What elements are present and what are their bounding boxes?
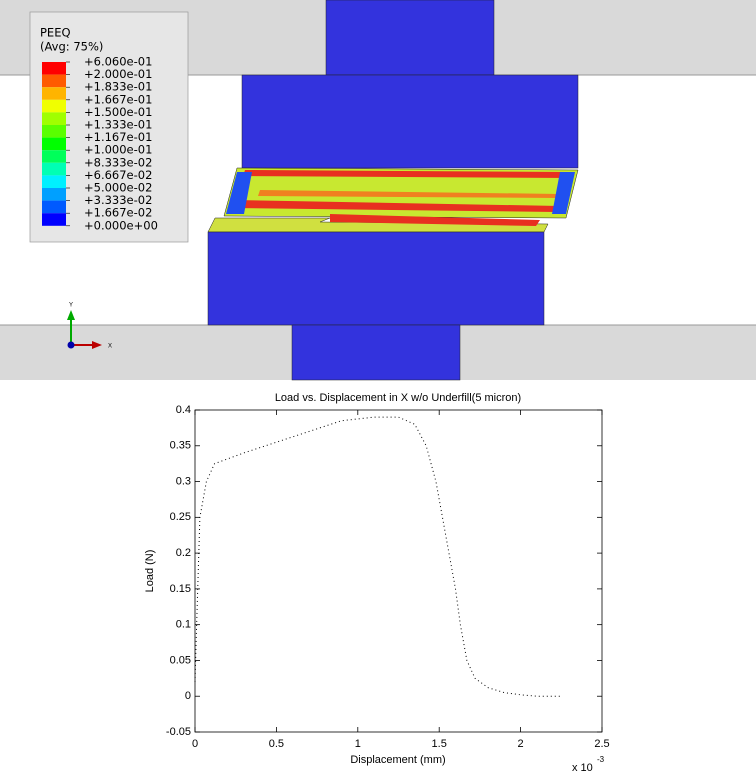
legend-swatch	[42, 150, 66, 163]
legend-swatch	[42, 188, 66, 201]
y-tick-label: 0.3	[176, 475, 191, 487]
x-tick-label: 0	[192, 738, 198, 750]
legend-label: +0.000e+00	[84, 218, 158, 232]
y-tick-label: -0.05	[166, 726, 191, 738]
legend-swatch	[42, 163, 66, 176]
plot-frame	[195, 410, 602, 732]
triad-y-label: Y	[69, 303, 73, 309]
y-tick-label: 0.05	[170, 654, 191, 666]
upper-pad	[242, 75, 578, 168]
legend-swatch	[42, 87, 66, 100]
legend-swatch	[42, 62, 66, 75]
triad-y-head	[67, 310, 75, 320]
x-tick-label: 2.5	[594, 738, 609, 750]
y-tick-label: 0.25	[170, 511, 191, 523]
upper-pillar	[326, 0, 494, 75]
x-tick-label: 1	[355, 738, 361, 750]
x-multiplier: x 10	[572, 762, 593, 774]
x-tick-label: 1.5	[432, 738, 447, 750]
legend-title: PEEQ	[40, 26, 71, 40]
legend-scale: +6.060e-01+2.000e-01+1.833e-01+1.667e-01…	[42, 55, 158, 233]
y-tick-label: 0.1	[176, 619, 191, 631]
lower-pad	[208, 232, 544, 325]
x-multiplier-exponent: -3	[597, 755, 605, 764]
legend-swatch	[42, 213, 66, 226]
legend-swatch	[42, 100, 66, 113]
legend-swatch	[42, 138, 66, 151]
y-axis-label: Load (N)	[144, 550, 156, 593]
legend-subtitle: (Avg: 75%)	[40, 40, 103, 54]
y-tick-label: 0	[185, 690, 191, 702]
fea-view: PEEQ (Avg: 75%) +6.060e-01+2.000e-01+1.8…	[0, 0, 756, 380]
lower-pillar	[292, 325, 460, 380]
legend-swatch	[42, 75, 66, 88]
screen: PEEQ (Avg: 75%) +6.060e-01+2.000e-01+1.8…	[0, 0, 756, 778]
triad-x-label: X	[108, 344, 112, 350]
legend-swatch	[42, 125, 66, 138]
x-tick-label: 2	[518, 738, 524, 750]
legend-swatch	[42, 112, 66, 125]
page: PEEQ (Avg: 75%) +6.060e-01+2.000e-01+1.8…	[0, 0, 756, 778]
y-tick-label: 0.35	[170, 440, 191, 452]
x-axis-label: Displacement (mm)	[350, 754, 445, 766]
x-tick-label: 0.5	[269, 738, 284, 750]
legend-swatch	[42, 201, 66, 214]
y-tick-label: 0.2	[176, 547, 191, 559]
chart-title: Load vs. Displacement in X w/o Underfill…	[275, 392, 521, 404]
triad-origin	[68, 342, 75, 349]
y-tick-label: 0.15	[170, 583, 191, 595]
legend-swatch	[42, 175, 66, 188]
y-tick-label: 0.4	[176, 404, 191, 416]
